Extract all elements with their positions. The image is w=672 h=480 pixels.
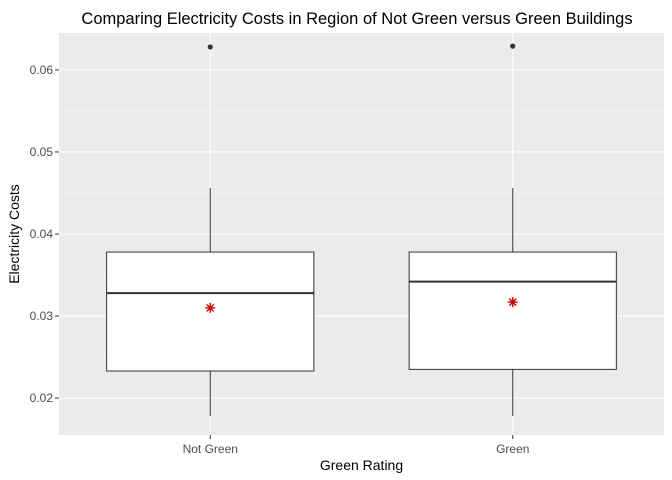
chart-title: Comparing Electricity Costs in Region of…: [81, 10, 632, 28]
x-axis: Not Green Green: [183, 435, 529, 456]
mean-marker-stroke: [508, 298, 517, 307]
box-iqr: [408, 251, 617, 370]
y-tick-label: 0.02: [30, 391, 54, 405]
chart-marks: [106, 43, 617, 417]
mean-marker-stroke: [206, 303, 215, 312]
x-tick-label: Not Green: [183, 442, 238, 456]
outlier-point: [207, 44, 213, 50]
y-axis: 0.02 0.03 0.04 0.05 0.06: [30, 63, 59, 405]
mean-marker: [205, 302, 216, 313]
y-tick-label: 0.06: [30, 63, 54, 77]
x-axis-title: Green Rating: [320, 457, 403, 473]
box-group: [106, 44, 315, 417]
x-tick-label: Green: [496, 442, 529, 456]
box-group: [408, 43, 617, 417]
y-tick-label: 0.03: [30, 309, 54, 323]
y-tick-label: 0.05: [30, 145, 54, 159]
mean-marker: [507, 297, 518, 308]
y-axis-title: Electricity Costs: [6, 184, 22, 284]
y-tick-label: 0.04: [30, 227, 54, 241]
outlier-point: [510, 43, 516, 49]
